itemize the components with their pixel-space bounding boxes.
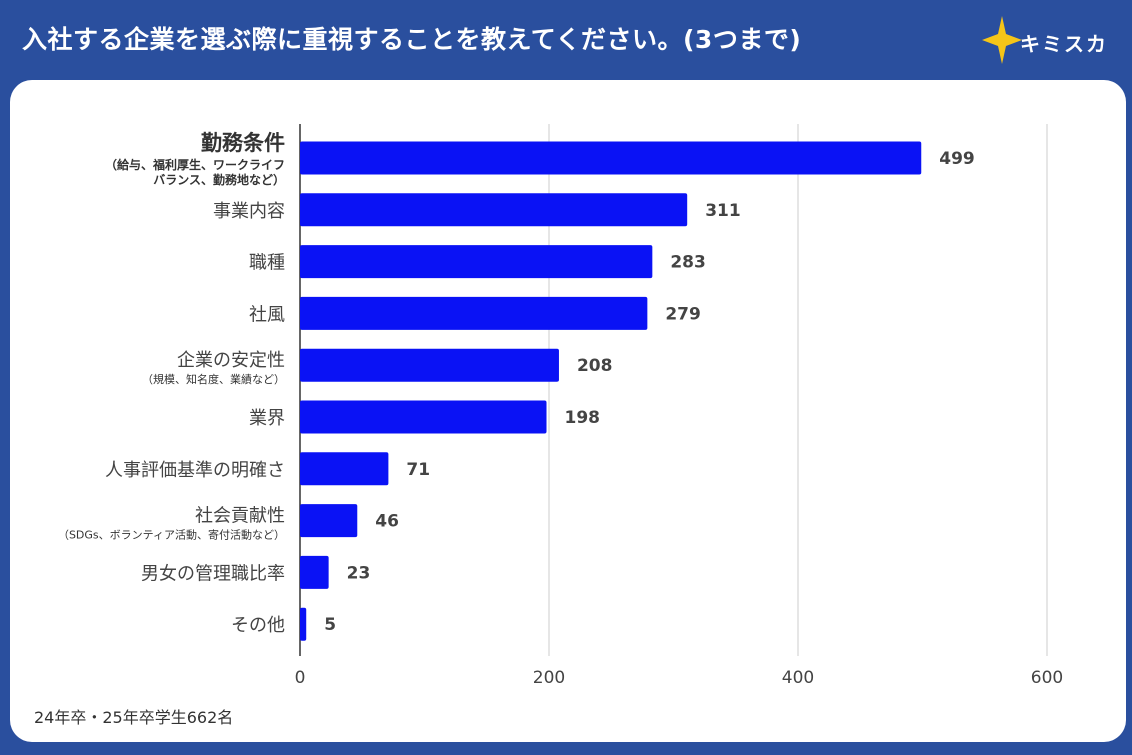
- bar: [300, 452, 389, 486]
- category-label: 男女の管理職比率: [141, 563, 285, 584]
- bar: [300, 193, 688, 227]
- category-sublabel: （規模、知名度、業績など）: [142, 372, 285, 386]
- x-tick-label: 0: [295, 668, 306, 688]
- category-sublabel: （給与、福利厚生、ワークライフ: [105, 157, 285, 172]
- x-tick-label: 400: [782, 668, 814, 688]
- category-sublabel: （SDGs、ボランティア活動、寄付活動など）: [58, 528, 285, 542]
- category-label: 社風: [249, 304, 285, 325]
- brand-logo: キミスカ: [980, 12, 1120, 68]
- data-label: 46: [375, 512, 399, 532]
- data-label: 71: [406, 460, 430, 480]
- data-label: 283: [670, 253, 706, 273]
- category-label: その他: [231, 615, 285, 636]
- data-label: 198: [565, 408, 601, 428]
- x-tick-label: 600: [1031, 668, 1063, 688]
- x-tick-label: 200: [533, 668, 565, 688]
- bar: [300, 555, 329, 589]
- star-icon: [982, 16, 1022, 64]
- bar: [300, 245, 653, 279]
- data-label: 311: [705, 201, 741, 221]
- bar: [300, 296, 648, 330]
- sample-note: 24年卒・25年卒学生662名: [34, 708, 234, 727]
- bar: [300, 400, 547, 434]
- data-label: 499: [939, 149, 975, 169]
- page-title: 入社する企業を選ぶ際に重視することを教えてください。(3つまで): [22, 25, 802, 54]
- chart-card: [10, 80, 1126, 742]
- category-label: 社会貢献性: [195, 506, 285, 527]
- category-label: 企業の安定性: [177, 350, 285, 371]
- category-label: 人事評価基準の明確さ: [105, 460, 285, 481]
- data-label: 23: [347, 563, 371, 583]
- brand-name: キミスカ: [1020, 32, 1108, 56]
- bar: [300, 504, 358, 538]
- category-sublabel: バランス、勤務地など）: [153, 172, 285, 187]
- category-label: 業界: [249, 408, 285, 429]
- data-label: 5: [324, 615, 336, 635]
- bar: [300, 348, 559, 382]
- category-label: 事業内容: [213, 201, 285, 222]
- category-label: 職種: [249, 253, 285, 274]
- data-label: 208: [577, 356, 613, 376]
- data-label: 279: [665, 304, 701, 324]
- bar: [300, 607, 307, 641]
- bar: [300, 141, 922, 175]
- category-label: 勤務条件: [201, 131, 285, 155]
